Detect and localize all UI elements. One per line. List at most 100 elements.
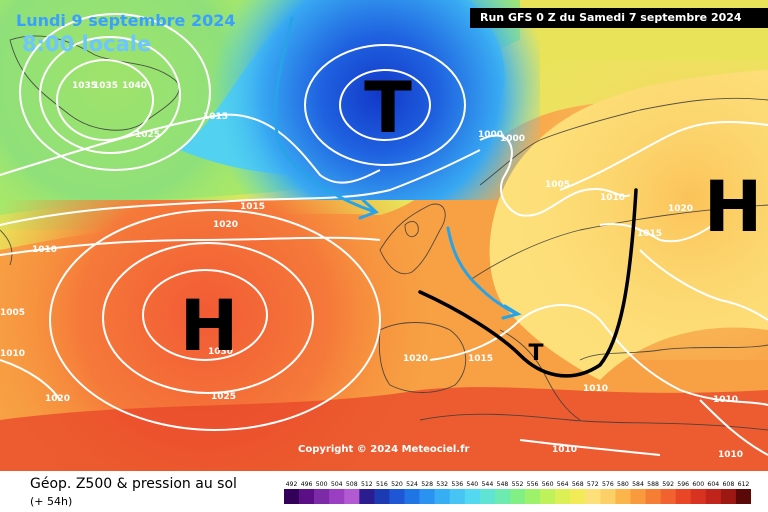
isobar-label: 1010 (583, 384, 608, 394)
flow-arrow-south-head (501, 304, 522, 320)
scale-tick-label: 492 (286, 481, 298, 488)
high-pressure-marker-east: H (704, 166, 763, 248)
isobar-label: 1040 (122, 81, 147, 91)
scale-tick-label: 500 (316, 481, 328, 488)
scale-tick-label: 604 (707, 481, 719, 488)
isobar-label: 1035 (72, 81, 97, 91)
isobar-label: 1005 (545, 180, 570, 190)
copyright-notice: Copyright © 2024 Meteociel.fr (298, 444, 470, 455)
isobar-label: 1025 (135, 130, 160, 140)
flow-arrows (273, 16, 522, 320)
isobars (0, 13, 768, 456)
scale-swatch (329, 489, 345, 504)
scale-tick-label: 592 (662, 481, 674, 488)
scale-swatch (374, 489, 390, 504)
isobar-label: 1010 (713, 395, 738, 405)
scale-swatch (389, 489, 405, 504)
z500-field-south (0, 387, 768, 471)
scale-tick-label: 544 (481, 481, 493, 488)
scale-swatch (464, 489, 481, 504)
scale-tick-label: 532 (436, 481, 448, 488)
scale-tick-label: 612 (738, 481, 750, 488)
scale-swatch (540, 489, 556, 504)
scale-swatch (675, 489, 692, 504)
scale-tick-label: 516 (376, 481, 388, 488)
scale-tick-label: 584 (632, 481, 644, 488)
valid-time: 8:00 locale (22, 32, 152, 56)
scale-tick-label: 568 (572, 481, 584, 488)
isobar-label: 1030 (208, 347, 233, 357)
isobar-label: 1020 (45, 394, 70, 404)
scale-tick-label: 504 (331, 481, 343, 488)
isobar-label: 1020 (213, 220, 238, 230)
scale-swatch (434, 489, 451, 504)
isobar-label: 1015 (468, 354, 493, 364)
z500-field-low-core (180, 0, 540, 200)
scale-tick-label: 528 (421, 481, 433, 488)
scale-swatch (705, 489, 722, 504)
coastlines (0, 35, 768, 431)
scale-tick-label: 496 (301, 481, 313, 488)
isobar-label: 1000 (500, 134, 525, 144)
scale-tick-label: 576 (602, 481, 614, 488)
isobar-label: 1015 (240, 202, 265, 212)
scale-tick-label: 512 (361, 481, 373, 488)
scale-tick-label: 572 (587, 481, 599, 488)
high-pressure-marker-atlantic: H (180, 285, 239, 367)
scale-swatch (645, 489, 661, 504)
scale-swatch (585, 489, 601, 504)
pressure-centres: T H H T (180, 67, 763, 367)
scale-swatch (359, 489, 375, 504)
geopotential-map: 1035 1035 1040 1025 1015 1015 1020 1010 … (0, 0, 768, 471)
scale-tick-label: 540 (466, 481, 478, 488)
scale-swatch (600, 489, 616, 504)
scale-tick-label: 548 (497, 481, 509, 488)
scale-swatch (720, 489, 737, 504)
scale-tick-label: 508 (346, 481, 358, 488)
scale-tick-label: 556 (527, 481, 539, 488)
isobar-labels: 1035 1035 1040 1025 1015 1015 1020 1010 … (0, 81, 743, 460)
scale-swatch (419, 489, 435, 504)
scale-tick-label: 524 (406, 481, 418, 488)
scale-swatch (494, 489, 511, 504)
flow-arrow-north (273, 16, 377, 214)
scale-tick-label: 600 (692, 481, 704, 488)
isobar-label: 1010 (718, 450, 743, 460)
scale-swatch (735, 489, 751, 504)
scale-swatch (630, 489, 646, 504)
scale-swatch (555, 489, 571, 504)
scale-swatch (314, 489, 330, 504)
isobar-label: 1035 (93, 81, 118, 91)
scale-swatch (615, 489, 631, 504)
thermal-low-marker: T (528, 341, 543, 366)
isobar-label: 1015 (203, 112, 228, 122)
scale-swatch (344, 489, 360, 504)
isobar-label: 1000 (478, 130, 503, 140)
isobar-label: 1010 (552, 445, 577, 455)
scale-swatch (660, 489, 676, 504)
isobar-label: 1010 (32, 245, 57, 255)
scale-swatch (525, 489, 541, 504)
scale-tick-label: 580 (617, 481, 629, 488)
isobar-label: 1020 (668, 204, 693, 214)
isobar-label: 1015 (637, 229, 662, 239)
scale-tick-label: 588 (647, 481, 659, 488)
color-scale: 492 496 500 504 508 512 516 520 524 528 532 536 540 5… (284, 481, 751, 504)
scale-tick-label: 536 (451, 481, 463, 488)
valid-date: Lundi 9 septembre 2024 (16, 11, 236, 30)
isobar-label: 1010 (0, 349, 25, 359)
low-pressure-marker: T (364, 67, 412, 149)
scale-tick-label: 608 (722, 481, 734, 488)
isobar-label: 1020 (403, 354, 428, 364)
scale-swatch (299, 489, 315, 504)
scale-tick-label: 520 (391, 481, 403, 488)
trough-line (418, 188, 638, 378)
scale-tick-label: 552 (512, 481, 524, 488)
isobar-label: 1025 (211, 392, 236, 402)
scale-swatch (404, 489, 420, 504)
isobar-label: 1010 (600, 193, 625, 203)
scale-swatch (449, 489, 466, 504)
scale-swatch (570, 489, 586, 504)
scale-swatch (690, 489, 707, 504)
